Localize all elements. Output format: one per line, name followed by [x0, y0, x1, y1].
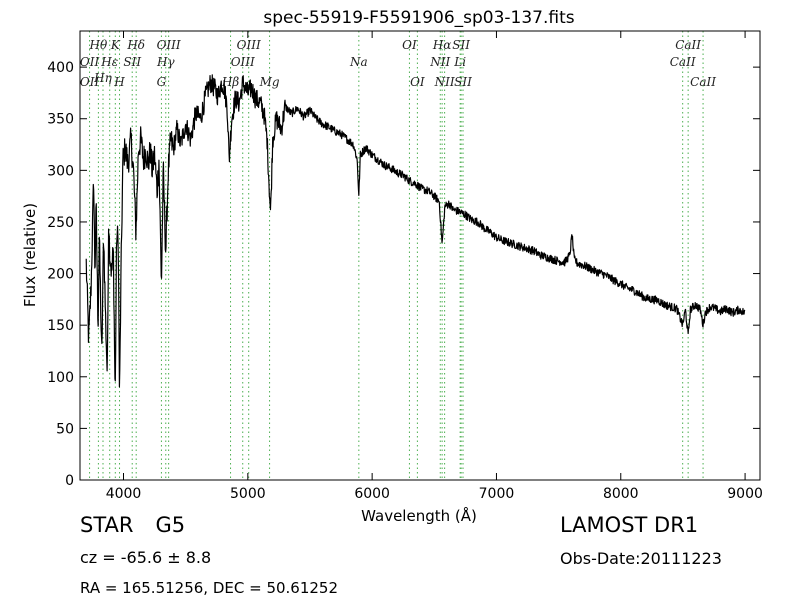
spectral-line-label: OII — [80, 55, 100, 69]
chart-title: spec-55919-F5591906_sp03-137.fits — [263, 8, 574, 28]
survey-name: LAMOST DR1 — [560, 513, 699, 537]
x-tick-label: 9000 — [727, 486, 763, 502]
object-classification: STAR G5 — [80, 513, 185, 537]
sky-coordinates: RA = 165.51256, DEC = 50.61252 — [80, 579, 339, 597]
y-tick-label: 50 — [56, 421, 74, 437]
spectral-line-label: OIII — [237, 38, 261, 52]
observation-date: Obs-Date:20111223 — [560, 549, 722, 568]
spectral-line-label: Hθ — [89, 38, 108, 52]
y-tick-label: 300 — [47, 163, 74, 179]
y-tick-label: 100 — [47, 370, 74, 386]
spectral-line-label: Li — [453, 55, 466, 69]
axis-ticks: 4000 5000 6000 7000 8000 9000 0 50 100 150 200 250 3… — [47, 31, 763, 502]
spectral-line-label: Hα — [432, 38, 452, 52]
redshift-value: cz = -65.6 ± 8.8 — [80, 548, 212, 567]
spectral-line-label: SII — [454, 75, 472, 89]
spectral-line-label: G — [157, 75, 167, 89]
x-tick-label: 8000 — [603, 486, 639, 502]
spectral-line-label: SII — [123, 55, 141, 69]
object-subclass: G5 — [155, 513, 186, 537]
spectral-line-label: SII — [452, 38, 470, 52]
spectral-line-label: CaII — [690, 75, 716, 89]
x-tick-label: 4000 — [106, 486, 142, 502]
spectral-line-label: Hβ — [221, 75, 239, 89]
spectral-line-label: CaII — [670, 55, 696, 69]
spectral-line-label: OI — [410, 75, 425, 89]
spectral-line-label: NII — [434, 75, 455, 89]
spectral-line-label: OI — [402, 38, 417, 52]
spectral-line-label: OII — [80, 75, 100, 89]
y-tick-label: 400 — [47, 60, 74, 76]
spectral-line-markers — [89, 31, 704, 480]
y-axis-title: Flux (relative) — [21, 203, 39, 307]
spectral-line-label: Hδ — [126, 38, 145, 52]
spectral-line-label: Hε — [100, 55, 118, 69]
y-tick-label: 150 — [47, 318, 74, 334]
spectral-line-label: OIII — [231, 55, 255, 69]
spectral-line-label: Mg — [259, 75, 280, 89]
x-tick-label: 6000 — [354, 486, 390, 502]
x-axis-title: Wavelength (Å) — [361, 506, 477, 525]
spectral-line-label: CaII — [675, 38, 701, 52]
object-class: STAR — [80, 513, 134, 537]
spectral-line-label: NII — [429, 55, 450, 69]
spectrum-series-line — [85, 74, 746, 388]
y-tick-label: 350 — [47, 112, 74, 128]
x-tick-label: 7000 — [479, 486, 515, 502]
plot-frame — [79, 30, 761, 481]
spectral-line-label: H — [113, 75, 125, 89]
spectral-line-label: Hη — [93, 71, 112, 85]
y-tick-label: 200 — [47, 267, 74, 283]
spectral-line-label: Na — [349, 55, 368, 69]
x-tick-label: 5000 — [230, 486, 266, 502]
y-tick-label: 250 — [47, 215, 74, 231]
spectral-line-label: Hγ — [156, 55, 175, 69]
spectral-line-label: OIII — [157, 38, 181, 52]
spectral-line-label: K — [110, 38, 121, 52]
y-tick-label: 0 — [65, 473, 74, 489]
